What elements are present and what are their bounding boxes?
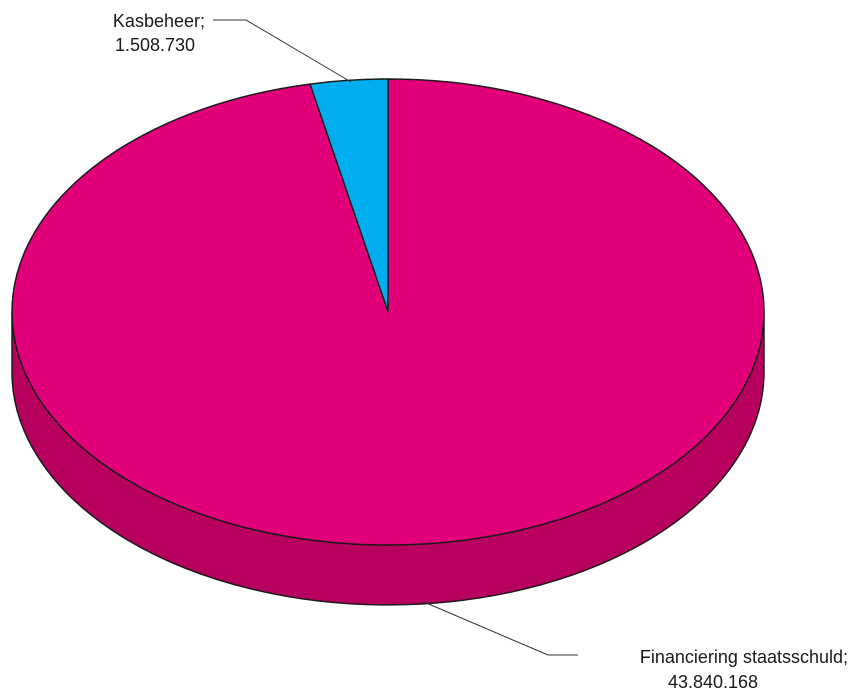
leader-line-kasbeheer [213,19,352,83]
leader-line-financiering [423,601,578,656]
pie-slice-1 [11,78,765,546]
leader-lines [213,19,578,656]
label-kasbeheer-value: 1.508.730 [115,35,195,55]
label-financiering-value: 43.840.168 [668,672,758,692]
label-kasbeheer-name: Kasbeheer; [113,11,205,31]
label-financiering-name: Financiering staatsschuld; [640,647,848,667]
pie-slices [11,78,765,546]
